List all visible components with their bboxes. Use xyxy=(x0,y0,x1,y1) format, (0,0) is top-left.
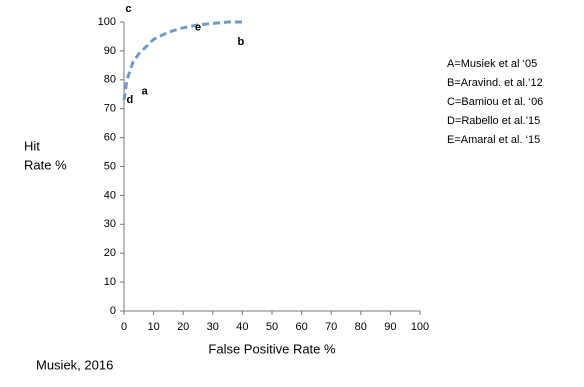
x-tick-label: 0 xyxy=(121,321,127,333)
x-tick-label: 40 xyxy=(236,321,248,333)
x-tick-label: 90 xyxy=(384,321,396,333)
legend-entry: A=Musiek et al ‘05 xyxy=(447,58,537,70)
y-tick-label: 10 xyxy=(104,276,116,288)
y-tick-label: 60 xyxy=(104,132,116,144)
legend-entry: B=Aravind. et al.’12 xyxy=(447,77,543,89)
legend-entry: D=Rabello et al.’15 xyxy=(447,115,540,127)
study-point: b xyxy=(238,36,245,48)
y-axis-label: Rate % xyxy=(24,157,67,172)
x-tick-label: 70 xyxy=(325,321,337,333)
curve xyxy=(122,20,243,101)
study-point: e xyxy=(195,22,201,34)
y-tick-label: 90 xyxy=(104,45,116,57)
y-tick-label: 70 xyxy=(104,103,116,115)
y-tick-label: 20 xyxy=(104,247,116,259)
y-tick-label: 50 xyxy=(104,160,116,172)
study-point: c xyxy=(125,3,131,15)
x-tick-label: 30 xyxy=(207,321,219,333)
x-tick-label: 20 xyxy=(177,321,189,333)
x-tick-label: 50 xyxy=(266,321,278,333)
x-tick-label: 100 xyxy=(411,321,429,333)
x-tick-label: 10 xyxy=(147,321,159,333)
y-tick-label: 30 xyxy=(104,218,116,230)
x-tick-label: 60 xyxy=(295,321,307,333)
y-tick-label: 0 xyxy=(110,305,116,317)
y-tick-label: 80 xyxy=(104,74,116,86)
y-tick-label: 40 xyxy=(104,189,116,201)
y-tick-label: 100 xyxy=(98,16,116,28)
legend-entry: C=Bamiou et al. ‘06 xyxy=(447,96,543,108)
study-point: a xyxy=(142,85,149,97)
source: Musiek, 2016 xyxy=(36,357,113,372)
study-point: d xyxy=(127,94,134,106)
x-tick-label: 80 xyxy=(355,321,367,333)
legend-entry: E=Amaral et al. ‘15 xyxy=(447,134,540,146)
y-axis-label: Hit xyxy=(24,138,40,153)
x-axis-label: False Positive Rate % xyxy=(208,341,336,356)
